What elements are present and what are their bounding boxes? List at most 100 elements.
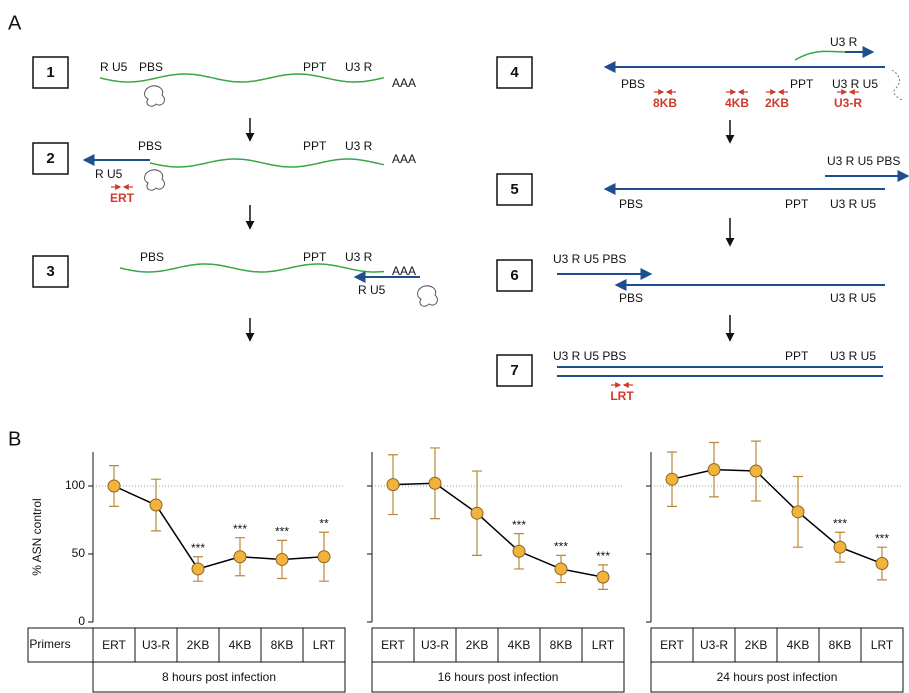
significance: *** xyxy=(875,531,889,545)
sequence-label: R U5 xyxy=(100,60,128,74)
x-tick-label: 4KB xyxy=(508,638,531,652)
significance: *** xyxy=(512,518,526,532)
sequence-label: PPT xyxy=(790,77,814,91)
sequence-label: PBS xyxy=(138,139,162,153)
primer-label: 8KB xyxy=(653,96,677,110)
rna-tail xyxy=(892,70,902,100)
sequence-label: PBS xyxy=(619,197,643,211)
step-number: 4 xyxy=(510,64,519,81)
sequence-label: PPT xyxy=(303,60,327,74)
data-line xyxy=(114,486,324,569)
rna-strand xyxy=(150,159,384,167)
step-number: 3 xyxy=(46,263,54,280)
sequence-label: U3 R U5 xyxy=(832,77,878,91)
x-axis-label: 24 hours post infection xyxy=(717,670,838,684)
x-tick-label: 8KB xyxy=(550,638,573,652)
x-tick-label: U3-R xyxy=(700,638,728,652)
x-tick-label: 8KB xyxy=(271,638,294,652)
significance: *** xyxy=(554,540,568,554)
sequence-label: PBS xyxy=(140,250,164,264)
x-tick-label: LRT xyxy=(871,638,894,652)
data-point xyxy=(597,571,609,583)
y-axis-label: % ASN control xyxy=(30,498,44,575)
rna-strand xyxy=(795,51,845,60)
x-tick-label: LRT xyxy=(313,638,336,652)
sequence-label: U3 R xyxy=(345,139,373,153)
primer-label: U3-R xyxy=(834,96,862,110)
sequence-label: U3 R U5 PBS xyxy=(553,349,626,363)
step-number: 2 xyxy=(46,150,54,167)
step-number: 5 xyxy=(510,181,518,198)
data-line xyxy=(393,483,603,577)
significance: *** xyxy=(275,525,289,539)
data-point xyxy=(750,465,762,477)
sequence-label: U3 R U5 xyxy=(830,349,876,363)
significance: *** xyxy=(596,549,610,563)
x-tick-label: ERT xyxy=(381,638,405,652)
sequence-label: PPT xyxy=(785,197,809,211)
x-tick-label: 8KB xyxy=(829,638,852,652)
sequence-label: U3 R U5 PBS xyxy=(553,252,626,266)
sequence-label: PPT xyxy=(303,139,327,153)
panel-label: A xyxy=(8,12,22,34)
sequence-label: U3 R xyxy=(345,60,373,74)
sequence-label: U3 R xyxy=(345,250,373,264)
data-point xyxy=(471,507,483,519)
x-tick-label: 4KB xyxy=(787,638,810,652)
data-point xyxy=(276,553,288,565)
data-point xyxy=(708,464,720,476)
y-tick-label: 50 xyxy=(72,546,86,560)
x-tick-label: U3-R xyxy=(142,638,170,652)
primer-label: ERT xyxy=(110,191,135,205)
sequence-label: PBS xyxy=(139,60,163,74)
figure: A B 1R U5PBSPPTU3 RAAA2PBSPPTU3 RAAAR U5… xyxy=(0,0,909,693)
sequence-label: R U5 xyxy=(358,283,386,297)
x-tick-label: U3-R xyxy=(421,638,449,652)
sequence-label: R U5 xyxy=(95,167,123,181)
x-tick-label: 2KB xyxy=(466,638,489,652)
sequence-label: U3 R U5 xyxy=(830,291,876,305)
primer-label: 2KB xyxy=(765,96,789,110)
significance: *** xyxy=(833,516,847,530)
x-tick-label: ERT xyxy=(660,638,684,652)
primer-label: 4KB xyxy=(725,96,749,110)
sequence-label: PBS xyxy=(621,77,645,91)
data-point xyxy=(108,480,120,492)
data-point xyxy=(876,558,888,570)
panel-label: B xyxy=(8,428,21,450)
data-point xyxy=(150,499,162,511)
sequence-label: PBS xyxy=(619,291,643,305)
y-tick-label: 0 xyxy=(78,614,85,628)
sequence-label: PPT xyxy=(303,250,327,264)
rna-strand xyxy=(120,264,384,272)
step-number: 7 xyxy=(510,362,518,379)
sequence-label: PPT xyxy=(785,349,809,363)
data-point xyxy=(513,545,525,557)
x-tick-label: 2KB xyxy=(745,638,768,652)
sequence-label: U3 R xyxy=(830,35,858,49)
data-point xyxy=(387,479,399,491)
x-axis-label: 16 hours post infection xyxy=(438,670,559,684)
step-number: 6 xyxy=(510,267,518,284)
row-label: Primers xyxy=(29,637,70,651)
trna xyxy=(145,86,165,106)
sequence-label: AAA xyxy=(392,152,416,166)
x-tick-label: LRT xyxy=(592,638,615,652)
significance: ** xyxy=(319,516,329,530)
data-point xyxy=(666,473,678,485)
data-point xyxy=(555,563,567,575)
trna xyxy=(145,170,165,190)
x-tick-label: 2KB xyxy=(187,638,210,652)
data-point xyxy=(192,563,204,575)
sequence-label: U3 R U5 PBS xyxy=(827,154,900,168)
x-tick-label: 4KB xyxy=(229,638,252,652)
data-point xyxy=(792,506,804,518)
significance: *** xyxy=(233,522,247,536)
x-axis-label: 8 hours post infection xyxy=(162,670,276,684)
primer-label: LRT xyxy=(610,389,634,403)
sequence-label: U3 R U5 xyxy=(830,197,876,211)
data-point xyxy=(834,541,846,553)
x-tick-label: ERT xyxy=(102,638,126,652)
step-number: 1 xyxy=(46,64,54,81)
data-point xyxy=(429,477,441,489)
